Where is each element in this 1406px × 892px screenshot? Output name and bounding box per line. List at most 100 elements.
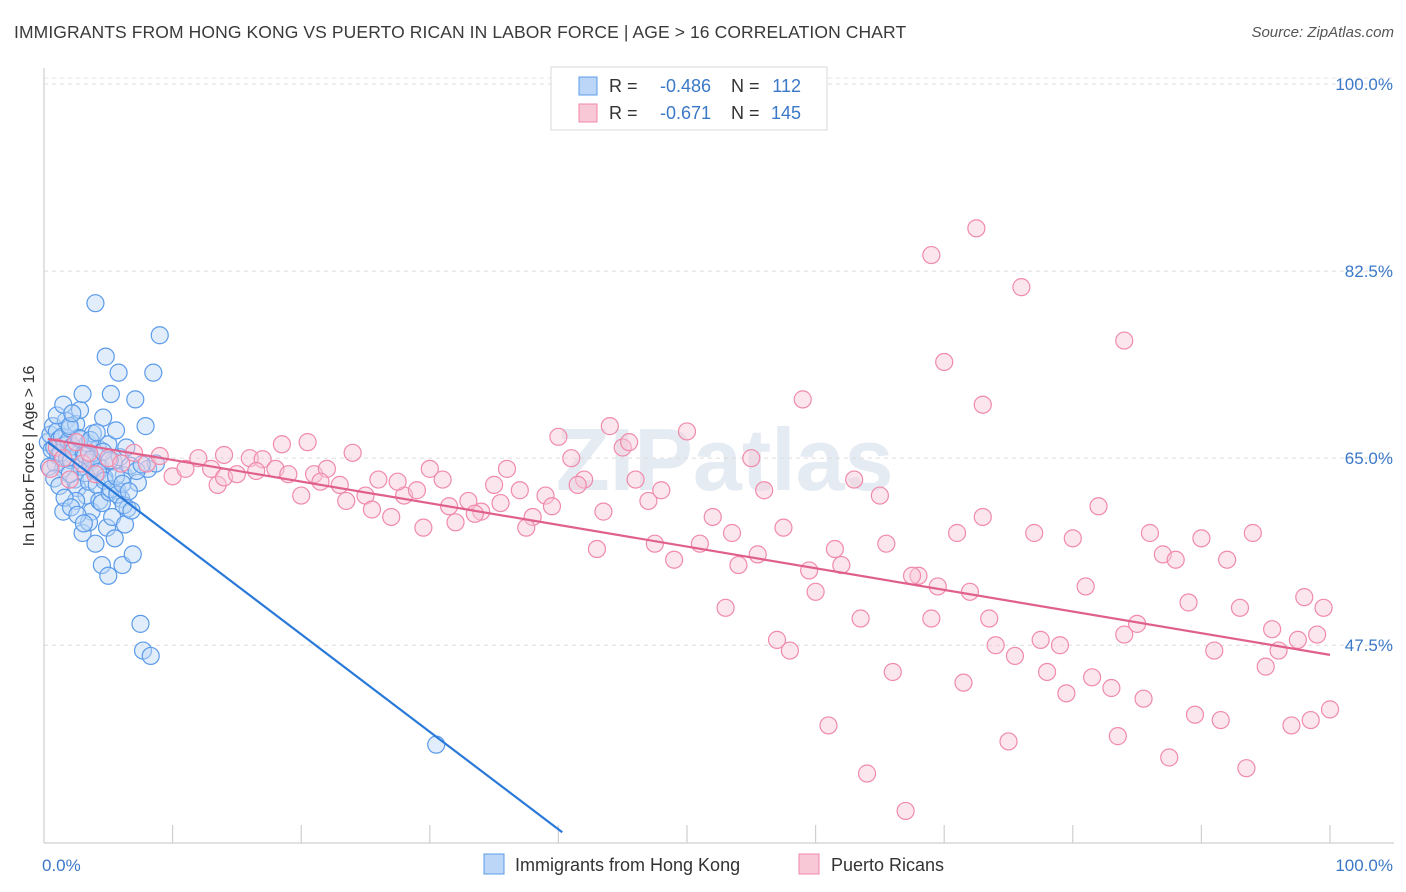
trend-line-s0 [47, 441, 563, 834]
point-s1-14 [176, 459, 195, 478]
point-s0-77 [73, 523, 92, 543]
point-s1-75 [935, 352, 954, 372]
point-s1-144 [1237, 759, 1256, 778]
legend-r-label-1: R = [609, 103, 638, 123]
point-s0-54 [109, 363, 128, 382]
point-s1-111 [337, 491, 356, 511]
legend-swatch-puerto-rican [578, 103, 598, 123]
point-s0-52 [106, 421, 126, 440]
point-s0-79 [86, 534, 105, 553]
point-s1-96 [1205, 641, 1224, 660]
point-s1-136 [1031, 630, 1050, 649]
trend-lines [47, 437, 1331, 834]
point-s1-19 [227, 465, 246, 484]
point-s1-119 [542, 497, 562, 516]
point-s1-25 [298, 433, 317, 452]
point-s0-68 [136, 417, 155, 436]
point-s1-127 [800, 561, 819, 580]
point-s0-71 [144, 363, 163, 382]
point-s0-51 [105, 529, 124, 548]
point-s1-69 [857, 764, 877, 783]
point-s1-9 [112, 454, 131, 473]
point-s1-81 [1012, 278, 1031, 297]
point-s1-120 [568, 475, 587, 494]
point-s1-95 [1192, 529, 1211, 548]
point-s0-100 [55, 488, 74, 507]
point-s1-121 [594, 502, 613, 521]
point-s1-15 [189, 449, 208, 468]
point-s0-36 [86, 294, 105, 313]
point-s1-141 [1160, 748, 1179, 767]
point-s1-142 [1185, 705, 1205, 724]
point-s1-44 [536, 486, 555, 505]
y-axis-tick-labels: 47.5% 65.0% 82.5% 100.0% [1335, 75, 1393, 655]
point-s1-147 [1301, 710, 1320, 730]
legend-n-value-1: 145 [771, 103, 801, 123]
point-s1-97 [1218, 550, 1237, 569]
legend-swatch-hong-kong [578, 76, 598, 96]
point-s1-116 [465, 504, 484, 523]
point-s1-113 [388, 472, 407, 491]
point-s1-79 [986, 636, 1005, 655]
point-s1-64 [793, 390, 812, 409]
point-s1-37 [446, 513, 465, 532]
point-s1-98 [1230, 598, 1250, 617]
point-s0-26 [73, 384, 92, 404]
point-s1-71 [883, 662, 902, 682]
point-s1-123 [645, 534, 664, 553]
point-s1-137 [1057, 684, 1076, 703]
point-s1-28 [330, 475, 349, 494]
point-s1-143 [1211, 710, 1230, 730]
point-s1-59 [729, 555, 748, 575]
point-s1-112 [362, 500, 382, 519]
point-s1-131 [902, 566, 922, 585]
point-s1-135 [1005, 646, 1025, 666]
point-s1-60 [742, 449, 761, 468]
point-s1-89 [1115, 625, 1134, 644]
series-legend: Immigrants from Hong Kong Puerto Ricans [483, 853, 944, 875]
point-s1-94 [1179, 593, 1198, 612]
point-s0-64 [126, 390, 145, 409]
point-s1-78 [973, 507, 992, 527]
point-s0-111 [427, 735, 446, 754]
point-s1-122 [620, 433, 639, 452]
point-s1-93 [1166, 550, 1185, 569]
point-s1-34 [407, 481, 427, 500]
point-s1-48 [587, 539, 607, 559]
point-s1-2 [54, 449, 73, 468]
point-s1-32 [382, 507, 401, 527]
point-s1-45 [549, 427, 568, 446]
point-s1-70 [870, 486, 890, 505]
point-s1-114 [414, 518, 433, 537]
point-s1-146 [1288, 630, 1307, 649]
series-hong-kong-points [38, 294, 446, 754]
point-s1-83 [1037, 662, 1057, 682]
point-s1-91 [1140, 523, 1160, 543]
point-s1-74 [922, 609, 941, 628]
point-s1-0 [41, 459, 60, 478]
point-s1-63 [780, 641, 799, 660]
x-tick-label-max: 100.0% [1335, 856, 1393, 875]
point-s1-103 [1295, 588, 1314, 607]
x-tick-label-min: 0.0% [42, 856, 81, 875]
legend-r-value-1: -0.671 [660, 103, 711, 123]
chart-source: Source: ZipAtlas.com [1251, 24, 1394, 41]
point-s1-138 [1082, 668, 1102, 687]
point-s1-7 [86, 465, 105, 484]
point-s1-62 [767, 630, 787, 649]
point-s1-21 [253, 450, 272, 469]
point-s1-68 [845, 470, 864, 489]
point-s1-107 [214, 445, 234, 465]
point-s1-24 [292, 486, 311, 505]
legend-r-value-0: -0.486 [660, 76, 711, 96]
point-s1-80 [999, 732, 1018, 751]
point-s1-55 [677, 422, 697, 441]
point-s1-134 [980, 609, 999, 628]
point-s0-42 [94, 408, 113, 427]
point-s1-29 [343, 443, 362, 462]
point-s1-133 [954, 673, 973, 692]
point-s1-106 [1320, 700, 1340, 719]
point-s1-52 [639, 491, 658, 511]
point-s1-128 [825, 539, 844, 559]
point-s1-35 [420, 459, 439, 478]
